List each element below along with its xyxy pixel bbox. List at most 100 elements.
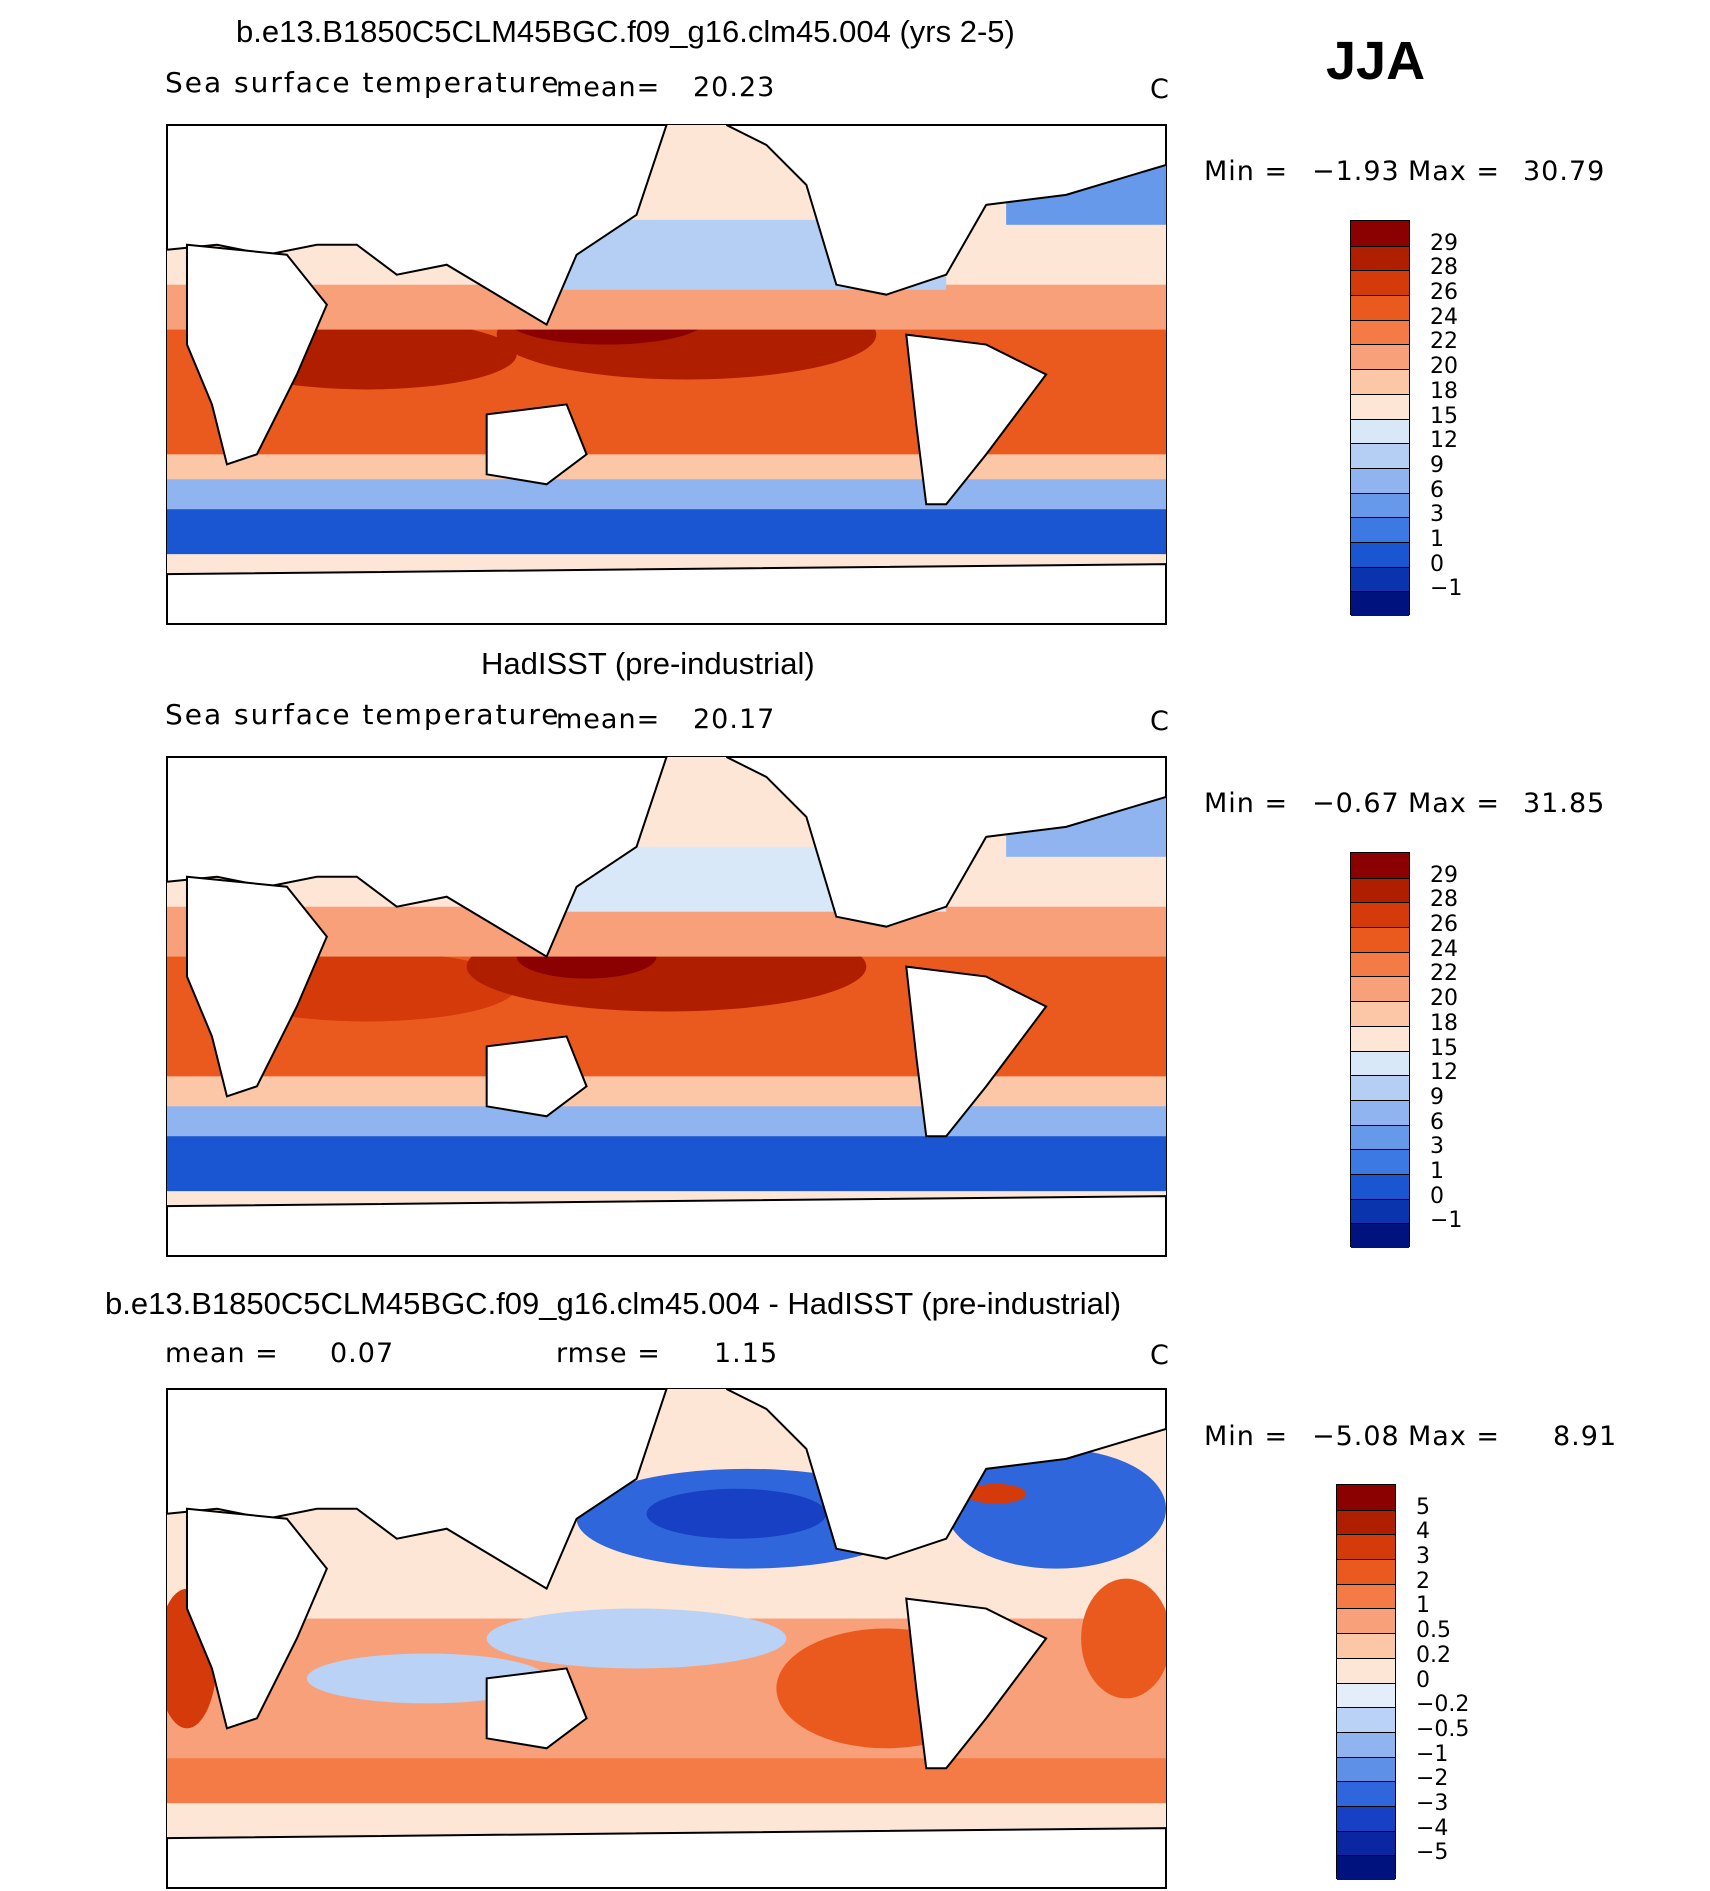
panel2-min-label: Min = [1204,788,1289,819]
panel3-min-value: −5.08 [1312,1421,1400,1452]
colorbar-cell [1351,295,1409,320]
colorbar-level-label: −4 [1416,1815,1449,1841]
colorbar-level-label: 0.5 [1416,1618,1451,1644]
colorbar-level-label: 1 [1430,1158,1444,1184]
colorbar-level-label: 0 [1416,1667,1430,1693]
land-south-america [905,1597,1048,1770]
colorbar-level-label: 15 [1430,403,1458,429]
band-mid-north [167,284,1166,330]
colorbar-cell [1351,319,1409,345]
colorbar-level-label: 2 [1416,1568,1430,1594]
band-cold-south [167,504,1166,555]
colorbar-level-label: 20 [1430,354,1458,380]
band-mid-south [167,1071,1166,1107]
colorbar-cell [1351,467,1409,493]
colorbar-cell [1351,1149,1409,1174]
band-cool-south [167,474,1166,510]
colorbar-cell [1351,1099,1409,1125]
colorbar-cell [1351,853,1409,878]
land-australia [485,1667,588,1750]
panel2-max-value: 31.85 [1523,788,1606,819]
panel1-map [166,124,1167,625]
panel1-units: C [1150,74,1170,105]
colorbar-level-label: −0.2 [1416,1692,1470,1718]
panel1-title: b.e13.B1850C5CLM45BGC.f09_g16.clm45.004 … [236,14,1015,49]
colorbar-cell [1351,1075,1409,1100]
colorbar-cell [1351,1198,1409,1224]
land-africa [185,875,328,1098]
colorbar-cell [1351,221,1409,246]
colorbar-level-label: −1 [1430,1208,1463,1234]
colorbar-level-label: −2 [1416,1766,1449,1792]
land-africa [185,1507,328,1730]
colorbar-level-label: 26 [1430,280,1458,306]
land-south-america [905,965,1048,1138]
colorbar-cell [1351,566,1409,592]
colorbar-cell [1337,1855,1395,1880]
colorbar-cell [1337,1682,1395,1708]
panel2-map [166,756,1167,1257]
colorbar-level-label: 9 [1430,1084,1444,1110]
panel2-min-value: −0.67 [1312,788,1400,819]
colorbar-cell [1351,877,1409,903]
panel1-mean-label: mean= [556,72,661,103]
colorbar-cell [1337,1633,1395,1658]
colorbar-level-label: 18 [1430,1010,1458,1036]
colorbar-level-label: 0 [1430,1183,1444,1209]
colorbar-level-label: 12 [1430,1060,1458,1086]
colorbar-cell [1351,492,1409,518]
colorbar-cell [1351,517,1409,542]
colorbar-level-label: 22 [1430,329,1458,355]
colorbar-level-label: 3 [1430,1134,1444,1160]
land-north-america [725,1389,1166,1560]
bias-south-ocean [167,1758,1166,1804]
colorbar-level-label: 26 [1430,912,1458,938]
panel1-colorbar [1350,220,1410,616]
panel3-min-label: Min = [1204,1421,1289,1452]
panel3-colorbar [1336,1484,1396,1880]
colorbar-level-label: −1 [1430,576,1463,602]
bias-cold-natl [946,1448,1166,1569]
land-antarctica [167,1827,1166,1888]
colorbar-cell [1337,1707,1395,1732]
colorbar-level-label: 20 [1430,986,1458,1012]
panel3-rmse-label: rmse = [556,1338,661,1369]
colorbar-level-label: 28 [1430,887,1458,913]
colorbar-level-label: 9 [1430,452,1444,478]
land-antarctica [167,563,1166,624]
panel3-map-svg [167,1389,1166,1888]
colorbar-level-label: 3 [1416,1544,1430,1570]
colorbar-level-label: 24 [1430,936,1458,962]
panel3-rmse-value: 1.15 [714,1338,779,1369]
colorbar-cell [1337,1509,1395,1535]
colorbar-cell [1337,1534,1395,1560]
land-north-america [725,757,1166,928]
colorbar-cell [1351,1124,1409,1150]
colorbar-cell [1351,393,1409,419]
colorbar-cell [1337,1559,1395,1584]
panel2-units: C [1150,706,1170,737]
colorbar-cell [1351,270,1409,296]
land-africa-eurasia [167,125,668,327]
colorbar-level-label: 4 [1416,1519,1430,1545]
land [167,125,1166,624]
panel1-min-value: −1.93 [1312,156,1400,187]
land-antarctica [167,1195,1166,1256]
panel2-max-label: Max = [1408,788,1501,819]
land-africa-eurasia [167,757,668,959]
colorbar-cell [1351,1050,1409,1076]
panel1-mean-value: 20.23 [693,72,776,103]
colorbar-cell [1337,1583,1395,1609]
colorbar-level-label: −3 [1416,1790,1449,1816]
panel1-max-label: Max = [1408,156,1501,187]
bias-cold-npac-core [646,1488,827,1539]
colorbar-cell [1351,951,1409,977]
colorbar-cell [1351,1001,1409,1026]
panel1-map-svg [167,125,1166,624]
colorbar-level-label: 22 [1430,961,1458,987]
panel3-max-value: 8.91 [1553,1421,1618,1452]
colorbar-cell [1337,1731,1395,1757]
colorbar-cell [1351,1223,1409,1248]
colorbar-cell [1351,443,1409,468]
land-north-america [725,125,1166,296]
